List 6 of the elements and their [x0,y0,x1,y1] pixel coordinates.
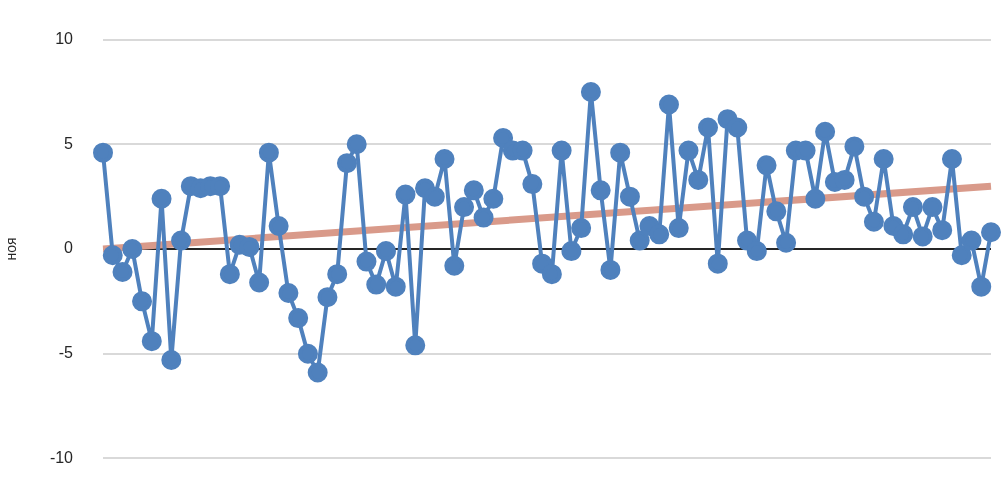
y-tick-label: 5 [64,134,74,152]
y-tick-label: -10 [49,448,74,466]
y-tick-label: 0 [64,239,74,257]
y-tick-label: -5 [58,344,74,362]
y-axis-title: ноя [3,237,20,261]
y-tick-label: 10 [55,30,74,48]
